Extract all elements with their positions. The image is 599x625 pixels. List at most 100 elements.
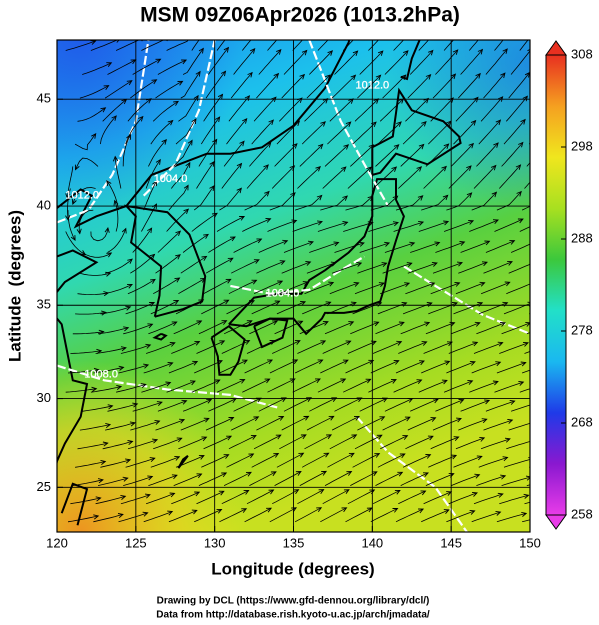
streamline [258,49,282,75]
streamline [309,242,339,253]
streamline [306,262,337,274]
streamline-arrow [412,26,417,31]
streamline [395,360,425,374]
streamline [208,236,236,253]
streamline [320,507,347,523]
streamline [398,166,422,189]
streamline [405,435,434,450]
streamline-arrow [541,191,546,196]
streamline [309,397,337,412]
streamline-arrow [443,509,450,514]
streamline [483,419,513,431]
streamline [478,302,508,315]
streamline [231,416,259,431]
streamline [519,40,529,51]
streamline-arrow [236,162,243,169]
streamline [324,321,354,335]
streamline [90,40,119,51]
streamline-arrow [418,143,425,150]
streamline [334,242,365,253]
streamline-arrow [431,261,438,267]
streamline-arrow [444,360,451,366]
isobar [57,40,150,224]
streamline [460,400,490,412]
streamline [421,195,448,211]
streamline [331,75,356,99]
streamline [368,222,399,232]
streamline [249,320,278,335]
streamline [123,323,153,335]
streamline [418,380,448,393]
streamline-arrow [418,508,425,514]
colorbar-tick-label: 288 [571,230,593,245]
streamline [329,98,354,122]
streamline [150,120,173,145]
streamline [148,321,177,335]
streamline [143,180,157,211]
streamline [418,40,430,51]
streamline-arrow [368,359,375,365]
streamline [451,322,480,335]
streamline-arrow [381,262,388,268]
streamline-arrow [272,320,279,326]
streamline-arrow [345,340,352,346]
streamline-arrow [295,471,302,476]
streamline [375,471,403,486]
streamline [221,163,242,189]
streamline-arrow [152,438,159,444]
streamline-arrow [371,471,378,477]
streamline [258,240,288,253]
streamline-arrow [532,261,537,265]
streamline-arrow [403,50,409,56]
x-tick-label: 150 [519,535,541,550]
streamline-arrow [353,416,360,421]
streamline-arrow [294,340,301,345]
streamline [106,180,119,211]
streamline-arrow [227,257,234,263]
streamline [501,142,524,167]
streamline-arrow [495,119,502,126]
streamline [476,142,499,167]
streamline [281,261,311,274]
streamline [249,471,277,486]
streamline [331,416,360,431]
streamline [455,282,485,295]
streamline [173,473,202,486]
streamline-arrow [273,453,280,458]
streamline [430,97,454,122]
streamline [478,457,508,468]
streamline-arrow [350,74,357,81]
streamline-arrow [80,250,87,256]
streamline [425,473,454,486]
streamline [299,471,327,486]
streamline [251,300,280,315]
streamline [428,302,458,315]
streamline-arrow [421,120,427,127]
streamline-arrow [333,241,340,247]
streamline-arrow [142,511,149,517]
streamline [93,514,124,523]
streamline [221,340,250,354]
streamline [299,144,323,167]
streamline [503,119,526,145]
streamline-arrow [535,401,540,405]
streamline [251,119,274,145]
streamline [145,342,175,354]
streamline [372,166,397,189]
streamline [342,40,354,51]
streamline [473,165,497,189]
streamline-arrow [516,190,522,197]
streamline [230,72,253,99]
streamline-arrow [211,212,218,218]
streamline [219,508,247,523]
streamline-arrow [91,386,98,392]
streamline [407,74,431,99]
streamline-arrow [396,121,402,127]
streamline-arrow [266,507,273,513]
streamline [208,47,229,75]
streamline-arrow [214,379,221,385]
streamline [347,341,377,354]
streamline-arrow [203,417,210,423]
streamline [74,133,97,151]
streamline [100,459,131,468]
